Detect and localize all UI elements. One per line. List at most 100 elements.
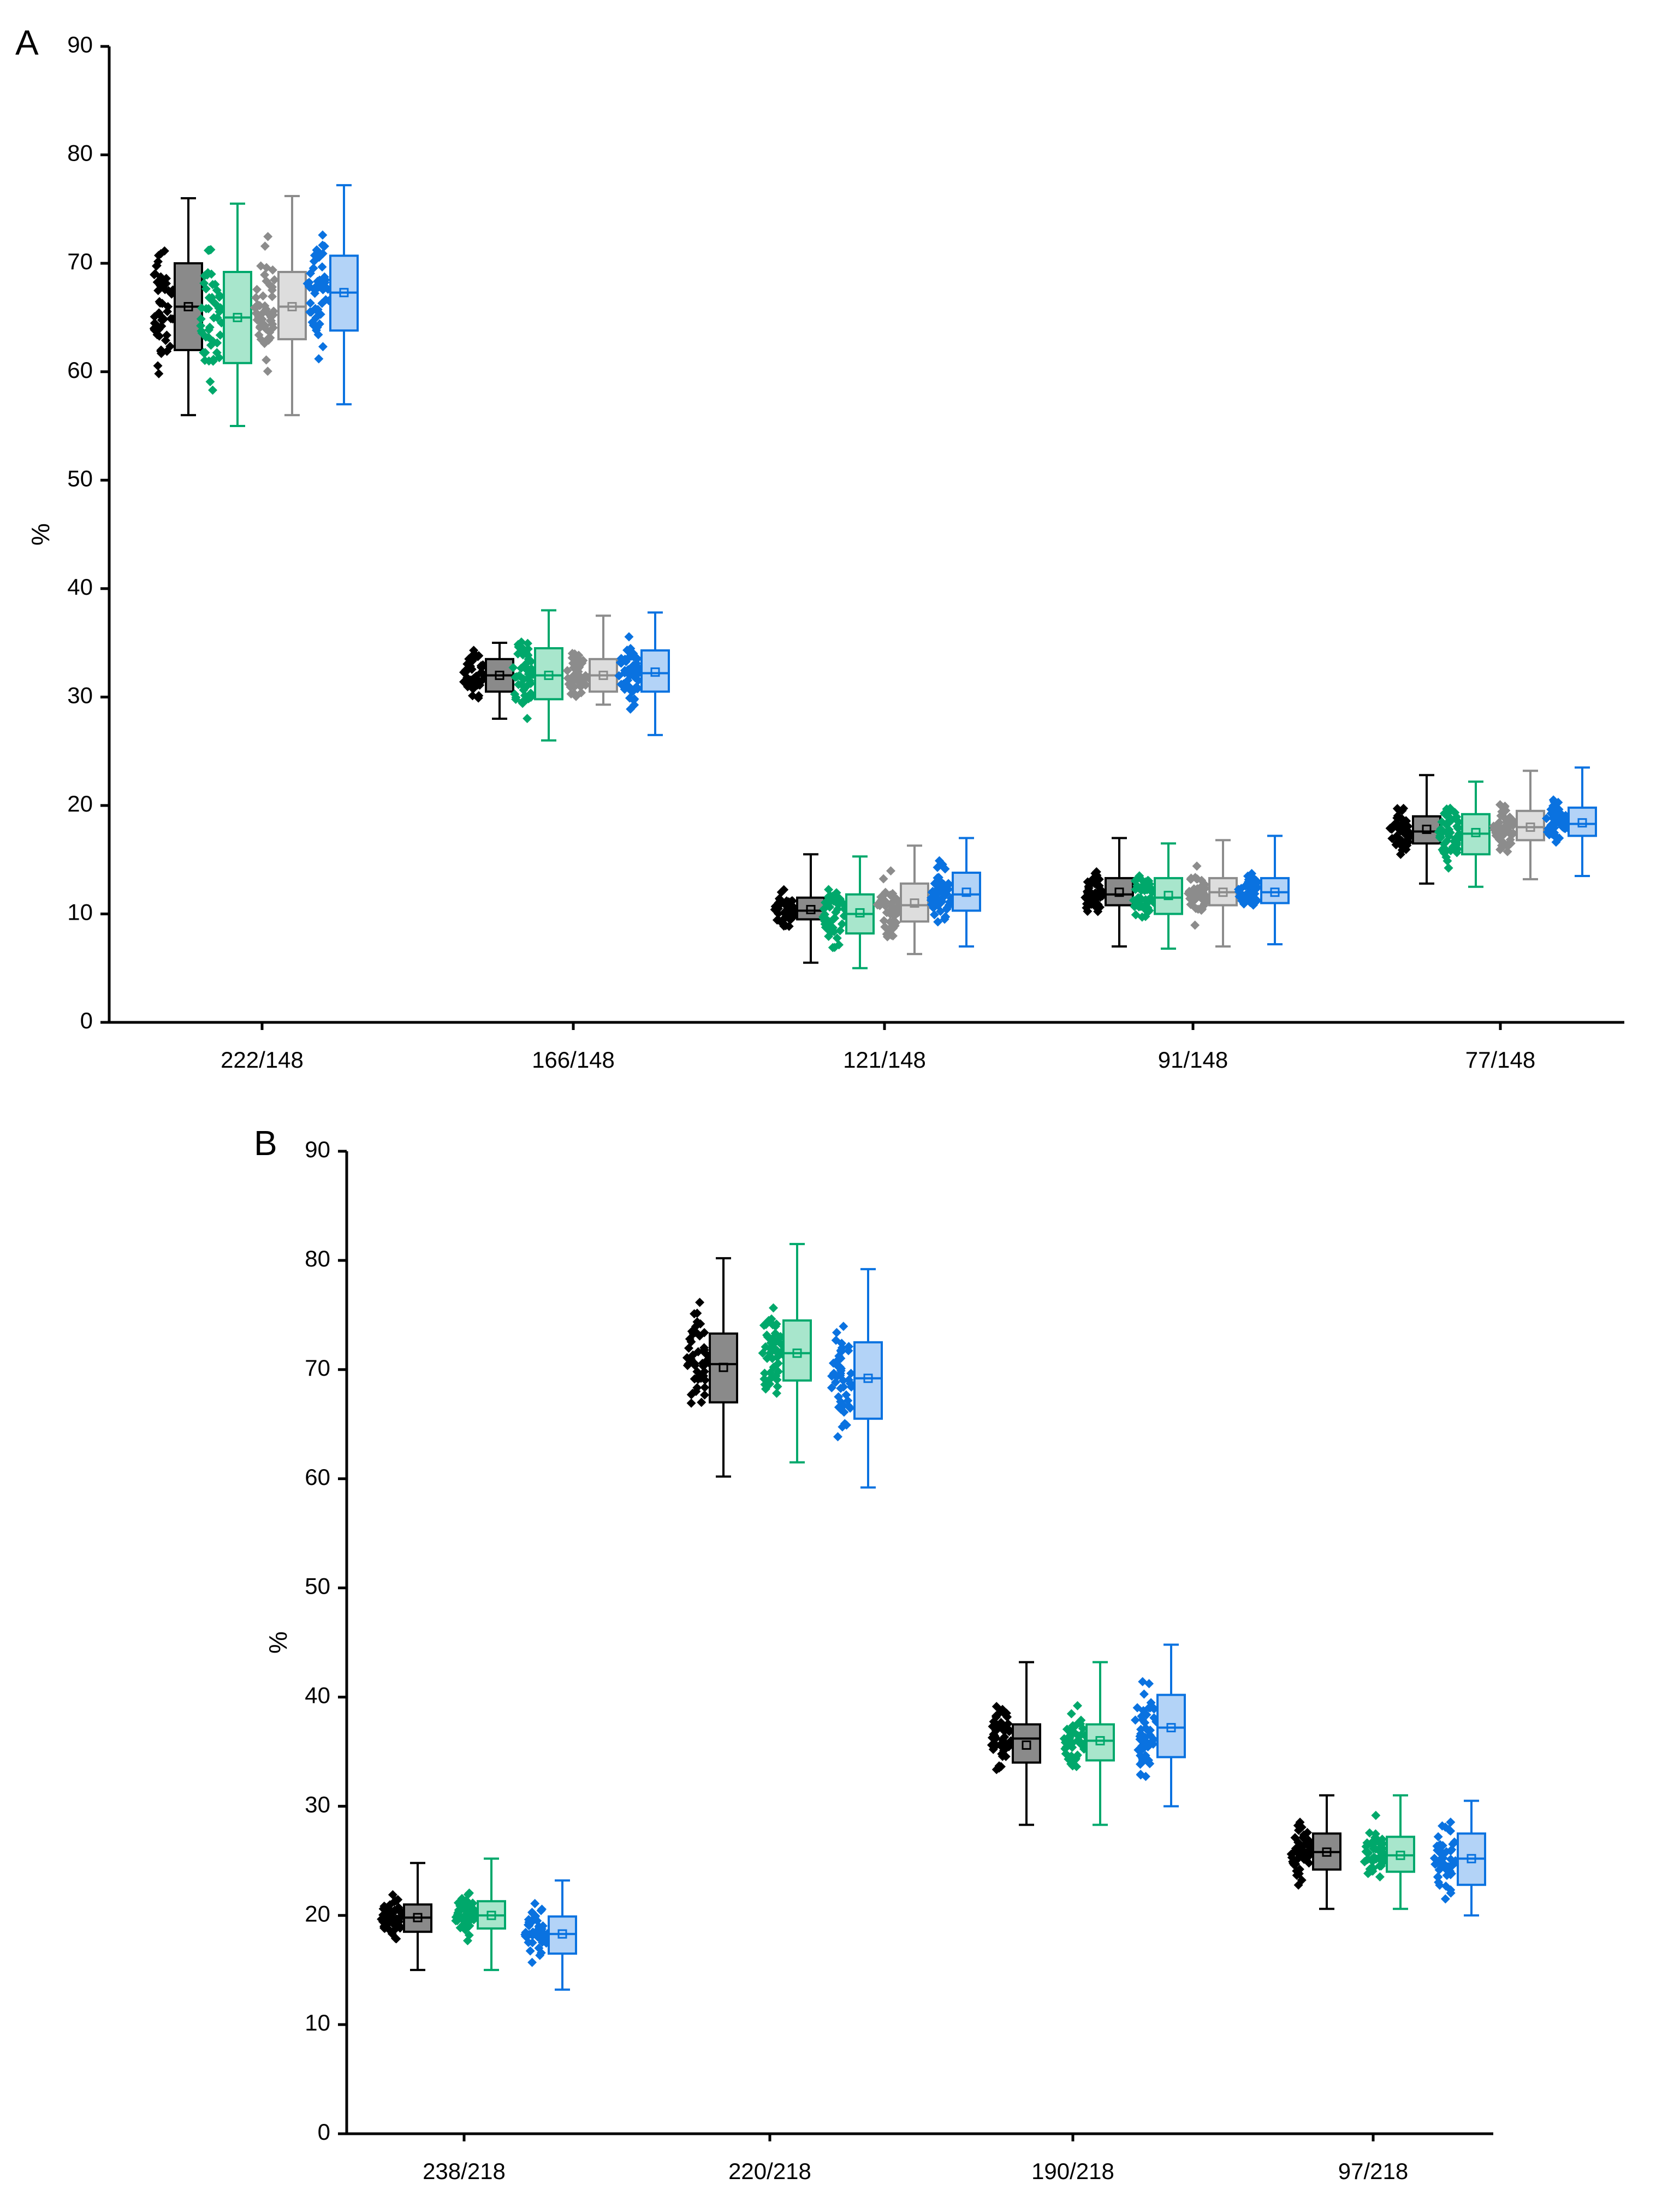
data-point [1551,837,1561,847]
data-point [1295,1851,1305,1861]
data-point [520,660,530,670]
data-point [1091,867,1101,877]
data-point [523,650,533,660]
data-point [1500,801,1510,811]
data-point [625,682,634,692]
panel-a-y-tick-label: 50 [67,465,93,491]
data-point [1139,1752,1149,1762]
panel-a-y-tick-label: 40 [67,574,93,600]
data-point [1446,1818,1456,1827]
panel-b-mean-marker [1396,1850,1405,1860]
data-point [1439,847,1449,856]
data-point [991,1726,1001,1736]
data-point [154,251,163,261]
panel-a-mean-marker [855,908,865,918]
panel-b-mean-marker [557,1929,567,1939]
data-point [998,1707,1008,1717]
data-point [759,1321,769,1330]
data-point [1368,1856,1378,1866]
data-point [886,866,895,876]
data-point [630,694,639,704]
data-point [1297,1875,1307,1885]
panel-b-box-3-2 [853,1341,883,1420]
data-point [1438,1821,1447,1831]
data-point [534,1943,544,1953]
data-point [1545,830,1554,839]
data-point [1143,904,1153,914]
panel-a-points-2-3 [818,885,849,952]
panel-a-box-3-5 [1516,809,1545,842]
data-point [258,308,268,318]
panel-a-points-4-1 [302,230,334,364]
data-point [779,885,789,895]
data-point [314,354,324,364]
data-point [524,1929,534,1939]
data-point [205,377,215,387]
data-point [461,667,471,677]
data-point [160,285,170,294]
data-point [1440,1894,1450,1904]
data-point [155,331,164,341]
data-point [255,301,265,311]
data-point [1371,1810,1381,1820]
panel-a-y-tick-label: 90 [67,32,93,57]
data-point [927,899,936,909]
data-point [266,312,276,322]
data-point [1439,839,1449,849]
panel-a-mean-marker [806,905,816,915]
panel-b-y-tick-label: 80 [305,1246,330,1271]
data-point [940,864,950,874]
data-point [878,874,888,884]
data-point [827,1383,836,1393]
panel-b-box-2-2 [782,1319,812,1382]
panel-a-mean-marker [233,312,242,322]
data-point [1439,1859,1449,1869]
data-point [1549,803,1559,813]
data-point [157,315,167,325]
data-point [571,691,581,701]
data-point [943,885,953,895]
panel-a-y-tick-label: 10 [67,899,93,925]
data-point [252,285,262,294]
panel-b-mean-marker [1322,1847,1332,1857]
data-point [154,369,164,378]
data-point [465,1921,474,1931]
data-point [1136,1725,1146,1735]
panel-a-box-2-2 [534,647,563,701]
data-point [212,348,222,358]
data-point [626,644,636,653]
panel-a-box-1-4 [1105,877,1134,907]
panel-b-mean-marker [1095,1736,1105,1745]
data-point [1557,810,1566,820]
panel-a-y-tick-label: 20 [67,791,93,816]
data-point [1093,907,1103,916]
data-point [1503,847,1512,856]
panel-a-mean-marker [961,887,971,897]
data-point [260,241,270,251]
panel-b-y-tick-label: 40 [305,1683,330,1708]
data-point [691,1322,701,1331]
data-point [527,1957,537,1967]
data-point [998,1751,1007,1761]
panel-b-points-3-3 [1130,1677,1161,1781]
data-point [1077,1739,1087,1749]
data-point [832,1328,841,1337]
data-point [1361,1847,1371,1857]
data-point [1396,849,1405,859]
data-point [260,301,270,311]
data-point [630,672,640,682]
data-point [699,1345,709,1355]
data-point [1134,902,1144,912]
data-point [200,270,210,280]
data-point [1378,1839,1388,1849]
data-point [317,298,327,308]
panel-a-points-1-4 [1081,867,1108,916]
data-point [159,246,169,256]
panel-b-y-tick-label: 70 [305,1355,330,1381]
data-point [388,1890,397,1899]
panel-a-points-3-3 [872,866,904,942]
panel-a-points-4-5 [1542,795,1573,847]
panel-b-mean-marker [1166,1723,1176,1732]
data-point [1452,838,1462,848]
panel-b-points-1-3 [987,1702,1016,1774]
